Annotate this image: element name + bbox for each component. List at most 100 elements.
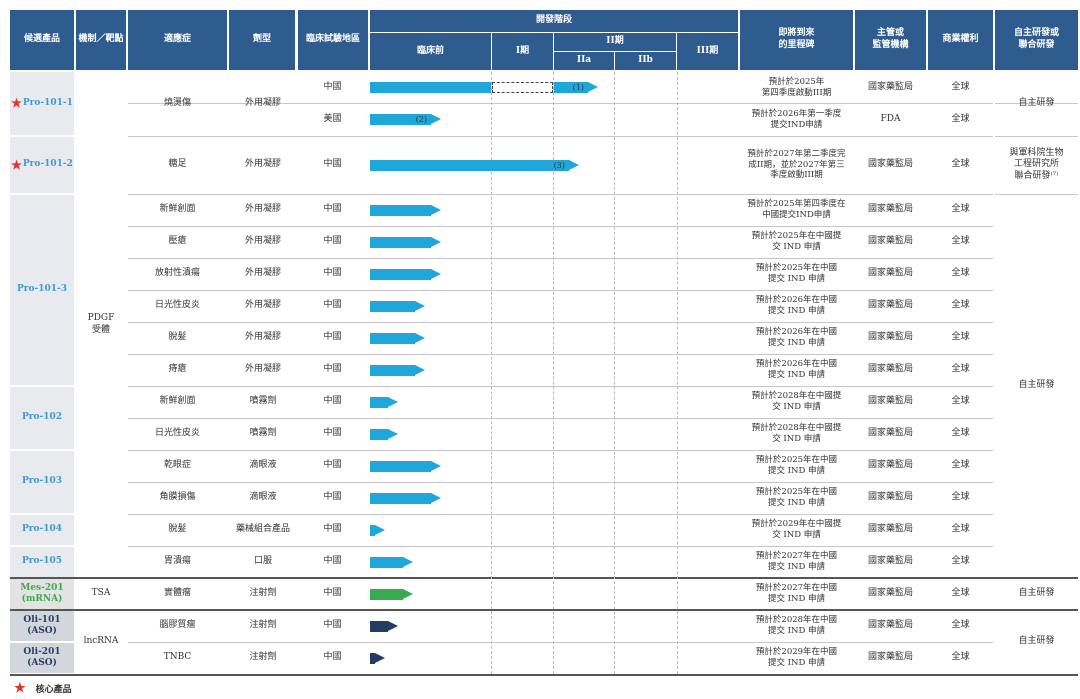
indication-cell: 放射性潰瘍 — [154, 268, 200, 279]
region-cell: 中國 — [323, 524, 342, 535]
dosage-cell: 口服 — [253, 556, 272, 567]
indication-cell: 燒燙傷 — [163, 98, 191, 109]
regulator-cell: 國家藥監局 — [867, 204, 913, 215]
rights-cell: 全球 — [951, 492, 970, 503]
indication-cell: 新鮮創面 — [159, 204, 196, 215]
arrow-head — [431, 236, 441, 247]
milestone-cell: 預計於2025年在中國 提交 IND 申請 — [755, 263, 838, 284]
region-cell: 中國 — [323, 81, 342, 92]
indication-cell: 胃潰瘍 — [163, 556, 191, 567]
arrow-body — [370, 268, 431, 280]
regulator-cell: 國家藥監局 — [867, 300, 913, 311]
regulator-cell: 國家藥監局 — [867, 428, 913, 439]
rights-cell: 全球 — [951, 428, 970, 439]
arrow-head — [431, 460, 441, 471]
phase-boundary — [553, 72, 554, 674]
milestone-cell: 預計於2028年在中國提 交 IND 申請 — [751, 391, 842, 412]
rd-cell: 與軍科院生物 工程研究所 聯合研發⁽⁷⁾ — [1009, 148, 1064, 181]
milestone-cell: 預計於2025年在中國提 交 IND 申請 — [751, 231, 842, 252]
header-preclinical: 臨床前 — [370, 33, 491, 70]
milestone-cell: 預計於2026年在中國 提交 IND 申請 — [755, 359, 838, 380]
dosage-cell: 外用凝膠 — [244, 268, 281, 279]
arrow-body — [370, 524, 375, 536]
rights-cell: 全球 — [951, 588, 970, 599]
arrow-body — [554, 82, 588, 93]
arrow-body — [370, 204, 431, 216]
progress-arrow — [370, 396, 398, 408]
region-cell: 中國 — [323, 556, 342, 567]
product-cell: Oli-101 (ASO) — [10, 611, 74, 641]
section-separator — [10, 577, 1078, 579]
rd-divider — [995, 103, 1078, 104]
rights-cell: 全球 — [951, 236, 970, 247]
header-region: 臨床試驗地區 — [298, 10, 368, 70]
region-cell: 中國 — [323, 236, 342, 247]
dosage-cell: 滴眼液 — [249, 492, 277, 503]
arrow-head — [588, 82, 598, 92]
row-divider — [128, 354, 993, 355]
dosage-cell: 外用凝膠 — [244, 300, 281, 311]
milestone-cell: 預計於2026年第一季度 提交IND申請 — [751, 108, 842, 130]
row-divider — [128, 642, 993, 643]
rights-cell: 全球 — [951, 204, 970, 215]
header-indication: 適應症 — [128, 10, 227, 70]
regulator-cell: 國家藥監局 — [867, 524, 913, 535]
row-divider — [128, 136, 227, 137]
indication-cell: 日光性皮炎 — [154, 300, 200, 311]
product-name: Pro-105 — [21, 556, 63, 567]
arrow-body — [370, 460, 431, 472]
rd-divider — [995, 194, 1078, 195]
milestone-cell: 預計於2025年在中國 提交 IND 申請 — [755, 487, 838, 508]
region-cell: 中國 — [323, 332, 342, 343]
phase-boundary — [491, 72, 492, 674]
row-divider — [128, 136, 993, 137]
header-product: 候選產品 — [10, 10, 74, 70]
row-divider — [128, 103, 993, 104]
arrow-footnote-label: (1) — [572, 83, 584, 92]
arrow-body — [370, 300, 415, 312]
product-name: Pro-101-2 — [22, 159, 73, 170]
progress-arrow: (2) — [370, 114, 441, 125]
product-cell: Oli-201 (ASO) — [10, 643, 74, 673]
row-divider — [128, 418, 993, 419]
dosage-cell: 外用凝膠 — [244, 98, 281, 109]
rights-cell: 全球 — [951, 460, 970, 471]
milestone-cell: 預計於2025年第四季度在 中國提交IND申請 — [747, 199, 846, 220]
indication-cell: 糖足 — [168, 159, 187, 170]
region-cell: 中國 — [323, 204, 342, 215]
indication-cell: 角膜損傷 — [159, 492, 196, 503]
header-phase1: I期 — [492, 33, 553, 70]
legend-label: 核心產品 — [35, 685, 72, 695]
rd-divider — [995, 136, 1078, 137]
regulator-cell: 國家藥監局 — [867, 159, 913, 170]
progress-arrow — [370, 428, 398, 440]
regulator-cell: FDA — [880, 113, 901, 124]
milestone-cell: 預計於2025年在中國 提交 IND 申請 — [755, 455, 838, 476]
arrow-head — [415, 332, 425, 343]
indication-cell: 乾眼症 — [163, 460, 191, 471]
header-regulator: 主管或 監管機構 — [855, 10, 926, 70]
rights-cell: 全球 — [951, 81, 970, 92]
region-cell: 中國 — [323, 620, 342, 631]
region-cell: 中國 — [323, 492, 342, 503]
arrow-body — [370, 82, 491, 93]
row-divider — [128, 290, 993, 291]
product-cell: Pro-101-3 — [10, 195, 74, 385]
header-rd: 自主研發或 聯合研發 — [995, 10, 1078, 70]
regulator-cell: 國家藥監局 — [867, 652, 913, 663]
row-divider — [128, 194, 993, 195]
rights-cell: 全球 — [951, 300, 970, 311]
regulator-cell: 國家藥監局 — [867, 492, 913, 503]
milestone-cell: 預計於2026年在中國 提交 IND 申請 — [755, 327, 838, 348]
row-divider — [128, 514, 993, 515]
progress-arrow — [370, 364, 425, 376]
arrow-head — [415, 300, 425, 311]
rights-cell: 全球 — [951, 113, 970, 124]
arrow-head — [403, 588, 413, 599]
arrow-head — [431, 492, 441, 503]
header-rights: 商業權利 — [928, 10, 993, 70]
region-cell: 中國 — [323, 652, 342, 663]
core-product-star-icon: ★ — [14, 681, 26, 696]
progress-arrow — [370, 268, 441, 280]
header-dosage: 劑型 — [229, 10, 295, 70]
